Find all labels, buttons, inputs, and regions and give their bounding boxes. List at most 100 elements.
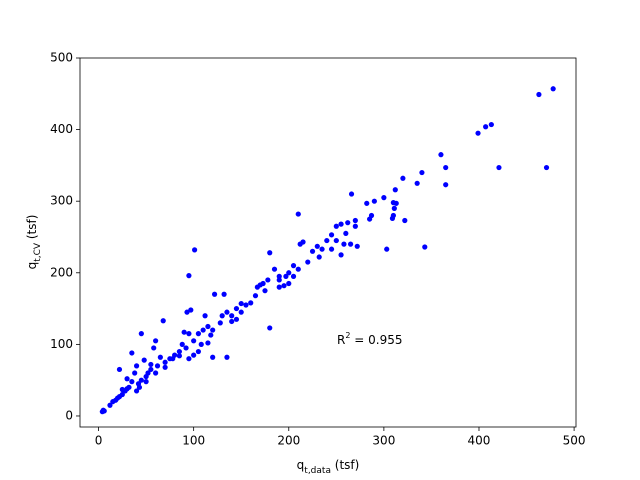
point <box>170 356 176 362</box>
x-label-base: q <box>297 458 305 472</box>
point <box>148 366 154 373</box>
y-tick-label: 300 <box>50 194 73 208</box>
point <box>328 246 335 252</box>
point <box>319 246 325 252</box>
point <box>205 340 211 346</box>
x-tick-label: 300 <box>372 434 395 448</box>
point <box>143 379 149 385</box>
point <box>295 211 301 217</box>
point <box>176 348 182 355</box>
point <box>276 284 282 290</box>
y-label-base: q <box>25 262 39 270</box>
point <box>496 164 502 171</box>
point <box>141 357 147 363</box>
point <box>229 318 235 325</box>
point <box>438 152 444 158</box>
point <box>391 205 397 211</box>
point <box>179 341 185 347</box>
point <box>143 373 149 380</box>
x-tick-label: 100 <box>182 434 205 448</box>
point <box>208 332 214 338</box>
point <box>400 175 406 181</box>
point <box>233 316 240 322</box>
y-tick-label: 0 <box>65 408 73 422</box>
point <box>283 273 289 279</box>
point <box>186 356 192 362</box>
point <box>475 130 481 136</box>
point <box>324 237 330 244</box>
point <box>550 86 556 92</box>
point <box>132 370 138 376</box>
y-label-sub: t,CV <box>33 242 43 262</box>
point <box>157 354 163 360</box>
point <box>316 254 322 260</box>
point <box>328 232 335 238</box>
point <box>265 277 271 283</box>
point <box>367 216 373 222</box>
point <box>136 384 143 390</box>
annotation-rest: = 0.955 <box>350 333 402 347</box>
point <box>248 300 254 306</box>
x-tick-label: 500 <box>563 434 586 448</box>
point <box>211 291 218 297</box>
point <box>119 386 125 393</box>
point <box>110 399 116 405</box>
point <box>129 350 135 356</box>
point <box>338 221 344 227</box>
point <box>238 309 244 315</box>
point <box>210 354 216 360</box>
point <box>195 348 202 355</box>
point <box>229 313 235 319</box>
point <box>276 277 282 283</box>
point <box>191 338 197 344</box>
point <box>151 345 157 351</box>
point <box>381 195 387 201</box>
point <box>188 307 194 313</box>
point <box>392 187 398 193</box>
y-tick-label: 500 <box>50 51 73 65</box>
point <box>252 293 259 299</box>
point <box>384 246 390 252</box>
point <box>371 198 377 204</box>
point <box>160 318 166 324</box>
point <box>148 361 154 368</box>
point <box>267 325 273 331</box>
point <box>300 239 306 245</box>
x-tick-label: 400 <box>468 434 491 448</box>
point <box>192 247 198 253</box>
annotation-base: R <box>337 333 345 347</box>
point <box>198 341 204 347</box>
point <box>352 217 358 224</box>
point <box>129 379 135 385</box>
y-tick-label: 100 <box>50 337 73 351</box>
point <box>389 215 396 221</box>
point <box>184 309 190 315</box>
point <box>162 359 168 365</box>
point <box>443 164 449 171</box>
point <box>345 220 351 226</box>
point <box>254 284 260 290</box>
point <box>309 248 316 254</box>
point <box>219 313 225 319</box>
point <box>205 323 211 330</box>
point <box>153 338 159 344</box>
point <box>281 283 287 289</box>
point <box>443 182 449 188</box>
point <box>276 273 282 279</box>
point <box>393 200 399 206</box>
point <box>210 327 216 333</box>
y-label-rest: (tsf) <box>25 215 39 243</box>
point <box>347 241 354 247</box>
y-axis-label: qt,CV (tsf) <box>25 215 43 270</box>
x-tick-label: 0 <box>95 434 103 448</box>
point <box>419 169 425 176</box>
point <box>99 409 105 415</box>
point <box>138 377 144 383</box>
point <box>333 237 339 244</box>
y-tick-label: 200 <box>50 265 73 279</box>
point <box>286 280 292 287</box>
annotation: R2 = 0.955 <box>337 331 402 347</box>
point <box>243 302 249 308</box>
point <box>202 313 208 319</box>
